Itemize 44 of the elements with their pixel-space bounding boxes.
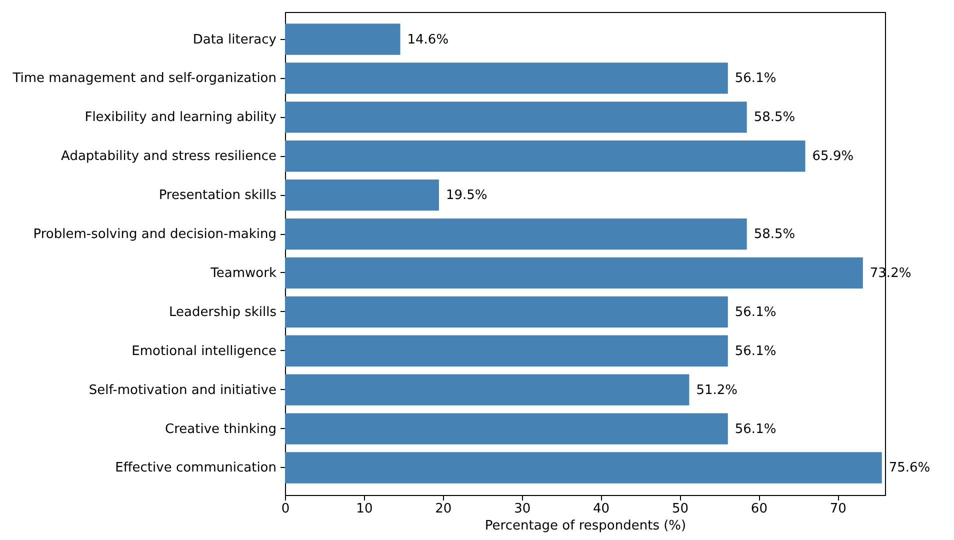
y-tick-label: Teamwork xyxy=(210,266,277,281)
x-tick-label: 20 xyxy=(435,502,452,516)
y-tick-label: Flexibility and learning ability xyxy=(84,110,277,126)
y-tick-label: Adaptability and stress resilience xyxy=(61,149,276,164)
data-label: 56.1% xyxy=(734,71,776,86)
x-tick-label: 10 xyxy=(356,502,373,516)
y-tick-label: Effective communication xyxy=(115,460,276,476)
y-tick-label: Leadership skills xyxy=(169,304,277,320)
bar xyxy=(285,218,747,250)
bar xyxy=(285,62,728,94)
x-tick-label: 30 xyxy=(514,502,531,516)
bar xyxy=(285,24,400,55)
x-tick-label: 0 xyxy=(281,502,290,516)
bar xyxy=(285,296,728,328)
y-tick-label: Emotional intelligence xyxy=(132,344,276,359)
data-label: 58.5% xyxy=(754,110,796,126)
data-label: 56.1% xyxy=(734,422,776,437)
x-tick-label: 70 xyxy=(830,502,846,516)
y-tick-label: Problem-solving and decision-making xyxy=(33,227,276,242)
data-label: 58.5% xyxy=(754,227,796,242)
x-tick-label: 40 xyxy=(593,502,610,516)
data-label: 51.2% xyxy=(696,382,738,398)
bar xyxy=(285,140,806,172)
data-label: 19.5% xyxy=(446,188,488,204)
y-tick-label: Data literacy xyxy=(192,32,277,48)
data-label: 65.9% xyxy=(812,149,854,164)
y-tick-label: Time management and self-organization xyxy=(12,71,276,86)
data-label: 75.6% xyxy=(888,460,930,476)
data-label: 14.6% xyxy=(407,32,449,48)
x-axis-title: Percentage of respondents (%) xyxy=(484,518,686,534)
bar xyxy=(285,452,882,484)
bar xyxy=(285,257,863,289)
bar xyxy=(285,179,439,211)
data-label: 56.1% xyxy=(734,344,776,359)
x-tick-label: 50 xyxy=(672,502,689,516)
bar xyxy=(285,374,690,406)
data-label: 56.1% xyxy=(734,304,776,320)
y-tick-label: Creative thinking xyxy=(165,422,276,437)
y-tick-label: Presentation skills xyxy=(158,188,277,204)
y-tick-label: Self-motivation and initiative xyxy=(88,382,276,398)
bar xyxy=(285,413,728,444)
x-tick-label: 60 xyxy=(750,502,768,516)
bar xyxy=(285,102,747,133)
bar xyxy=(285,335,728,366)
